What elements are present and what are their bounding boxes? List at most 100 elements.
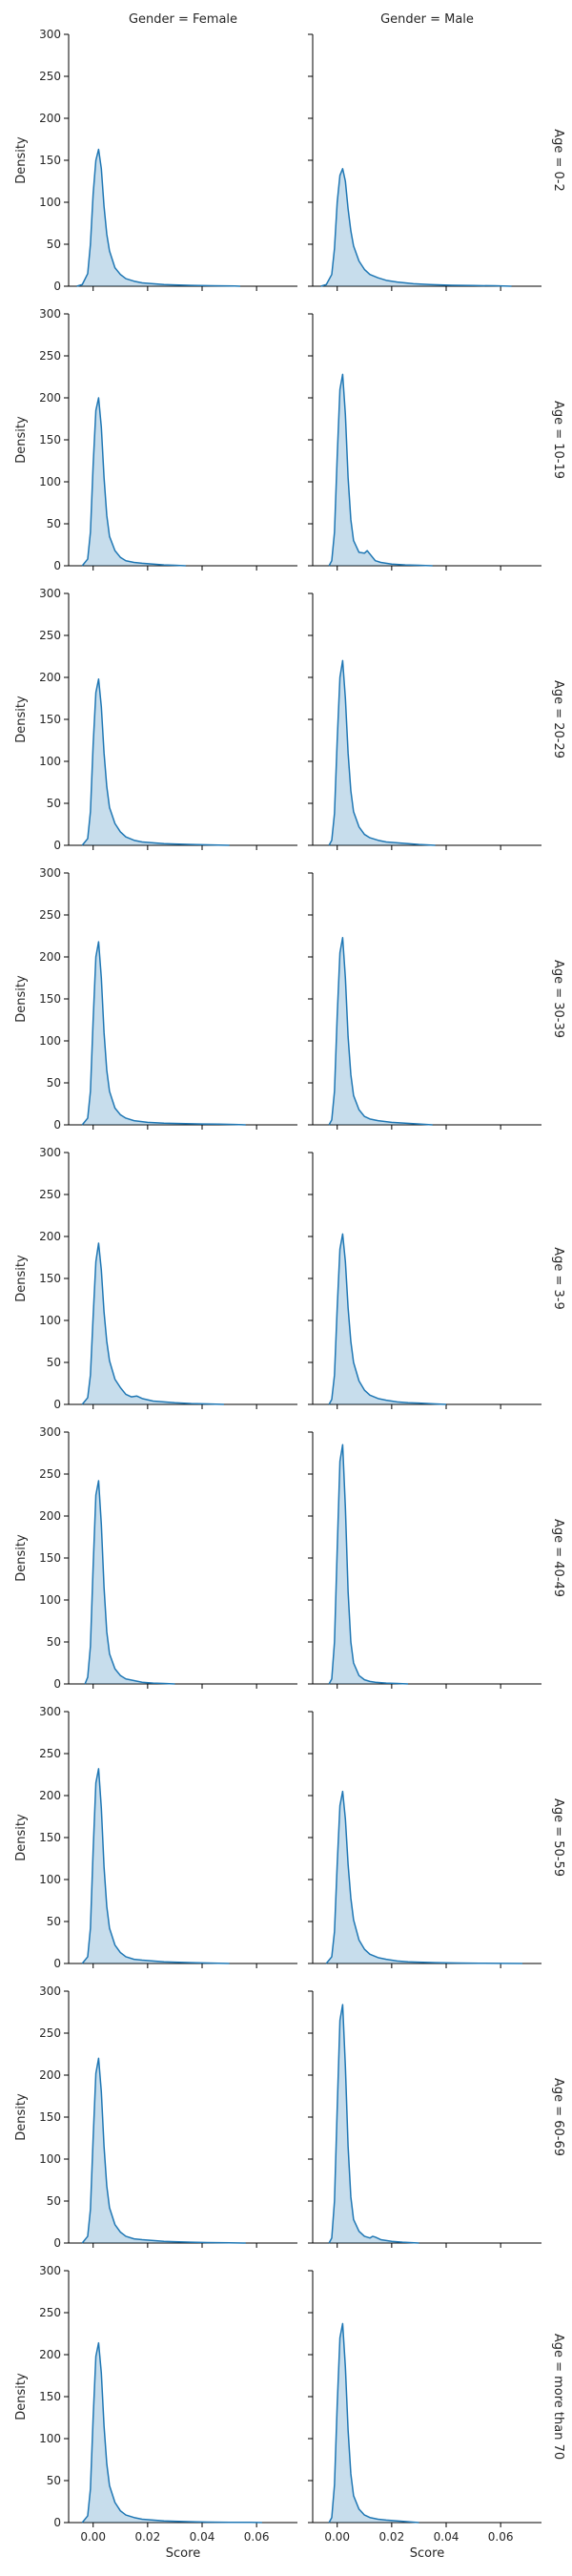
density-line	[328, 659, 436, 846]
y-tick-label: 150	[39, 2110, 61, 2124]
facet-panel: 0 50 100 150 200 250 300	[39, 1705, 297, 1970]
y-tick-label: 0	[53, 839, 61, 852]
density-line	[81, 2057, 246, 2244]
y-tick-label: 100	[39, 196, 61, 209]
y-axis-label: Density	[14, 696, 29, 743]
y-tick-label: 50	[47, 2194, 61, 2208]
column-title: Gender = Male	[380, 12, 474, 27]
density-fill	[326, 1791, 522, 1963]
y-tick-label: 100	[39, 755, 61, 768]
density-line	[328, 937, 433, 1126]
y-tick-label: 150	[39, 154, 61, 167]
y-tick-label: 300	[39, 1425, 61, 1439]
y-tick-label: 100	[39, 1034, 61, 1048]
x-tick-label: 0.06	[488, 2530, 514, 2544]
y-tick-label: 0	[53, 1398, 61, 1411]
row-title: Age = 60-69	[551, 2078, 565, 2156]
density-line	[81, 397, 186, 567]
y-axis-label: Density	[14, 2093, 29, 2141]
density-line	[320, 168, 512, 287]
x-tick-label: 0.04	[434, 2530, 460, 2544]
facet-panel	[308, 1431, 541, 1689]
y-axis-label: Density	[14, 1814, 29, 1861]
y-tick-label: 100	[39, 1873, 61, 1886]
y-tick-label: 100	[39, 475, 61, 488]
y-tick-label: 50	[47, 2474, 61, 2487]
y-tick-label: 250	[39, 629, 61, 642]
facet-panel: 0 50 100 150 200 250 300	[39, 28, 297, 293]
y-tick-label: 300	[39, 1984, 61, 1998]
row-title: Age = 50-59	[551, 1798, 565, 1877]
density-line	[328, 2004, 419, 2244]
row-title: Age = 40-49	[551, 1519, 565, 1597]
facet-panel: 0.00 0.02 0.04 0.06	[308, 2270, 541, 2544]
y-tick-label: 250	[39, 349, 61, 363]
y-tick-label: 0	[53, 2236, 61, 2250]
facet-panel: 0 50 100 150 200 250 300	[39, 1984, 297, 2250]
y-tick-label: 300	[39, 2264, 61, 2277]
density-fill	[82, 1768, 230, 1963]
y-tick-label: 300	[39, 1146, 61, 1159]
y-tick-label: 150	[39, 1831, 61, 1844]
y-axis-label: Density	[14, 1534, 29, 1582]
density-fill	[82, 2058, 246, 2243]
y-axis-label: Density	[14, 975, 29, 1023]
y-tick-label: 100	[39, 1314, 61, 1327]
y-tick-label: 300	[39, 28, 61, 41]
facet-panel: 0 50 100 150 200 250 300	[39, 1146, 297, 1411]
row-title: Age = 3-9	[551, 1247, 565, 1310]
y-tick-label: 50	[47, 1356, 61, 1369]
density-fill	[76, 149, 240, 286]
density-fill	[82, 1243, 224, 1404]
y-tick-label: 50	[47, 238, 61, 251]
y-tick-label: 150	[39, 992, 61, 1006]
y-tick-label: 250	[39, 1747, 61, 1760]
y-tick-label: 250	[39, 1188, 61, 1201]
facet-panel	[308, 592, 541, 850]
column-title: Gender = Female	[129, 12, 237, 27]
y-tick-label: 200	[39, 391, 61, 405]
x-tick-label: 0.00	[324, 2530, 350, 2544]
facet-panel	[308, 1990, 541, 2248]
y-tick-label: 100	[39, 2432, 61, 2445]
y-tick-label: 50	[47, 1635, 61, 1649]
y-axis-label: Density	[14, 136, 29, 184]
y-tick-label: 200	[39, 2068, 61, 2082]
density-line	[325, 1790, 523, 1964]
density-fill	[329, 1444, 408, 1684]
facet-panel: 0 50 100 150 200 250 300	[39, 587, 297, 852]
row-title: Age = 10-19	[551, 401, 565, 479]
y-tick-label: 0	[53, 1118, 61, 1132]
y-tick-label: 0	[53, 559, 61, 572]
y-tick-label: 250	[39, 2306, 61, 2319]
x-axis-label: Score	[410, 2546, 444, 2561]
y-tick-label: 250	[39, 70, 61, 83]
y-tick-label: 100	[39, 2152, 61, 2166]
density-fill	[320, 168, 512, 286]
y-tick-label: 150	[39, 2390, 61, 2403]
x-tick-label: 0.02	[378, 2530, 404, 2544]
density-line	[81, 941, 246, 1126]
y-tick-label: 150	[39, 433, 61, 447]
density-fill	[82, 2342, 262, 2523]
density-line	[81, 1242, 224, 1405]
y-tick-label: 300	[39, 587, 61, 600]
density-line	[76, 148, 241, 287]
row-title: Age = 20-29	[551, 680, 565, 758]
row-title: Age = 30-39	[551, 960, 565, 1038]
y-tick-label: 150	[39, 1551, 61, 1565]
y-tick-label: 50	[47, 1915, 61, 1928]
density-line	[328, 1444, 409, 1685]
density-fill	[329, 374, 433, 566]
density-fill	[329, 937, 433, 1125]
facet-panel: 0 50 100 150 200 250 300 0.00 0.02 0.04 0.06	[39, 2264, 297, 2544]
y-tick-label: 200	[39, 1789, 61, 1802]
y-tick-label: 200	[39, 112, 61, 125]
y-tick-label: 200	[39, 950, 61, 964]
facet-panel	[308, 1711, 541, 1968]
y-tick-label: 0	[53, 280, 61, 293]
y-axis-label: Density	[14, 2373, 29, 2420]
row-title: Age = more than 70	[551, 2334, 565, 2460]
y-tick-label: 300	[39, 307, 61, 321]
y-tick-label: 250	[39, 1467, 61, 1481]
